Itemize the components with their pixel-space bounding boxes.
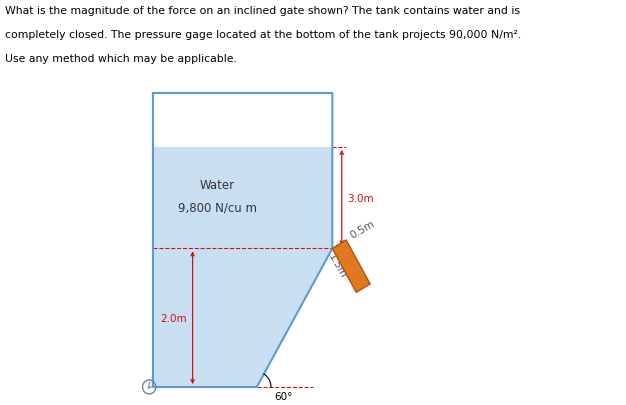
Text: 2.0m: 2.0m <box>160 313 187 323</box>
Text: 60°: 60° <box>274 391 292 401</box>
Polygon shape <box>332 241 370 293</box>
Text: 1.5m: 1.5m <box>326 252 348 280</box>
Text: Use any method which may be applicable.: Use any method which may be applicable. <box>5 54 237 64</box>
Text: Water: Water <box>200 179 235 192</box>
Text: completely closed. The pressure gage located at the bottom of the tank projects : completely closed. The pressure gage loc… <box>5 30 521 40</box>
Text: What is the magnitude of the force on an inclined gate shown? The tank contains : What is the magnitude of the force on an… <box>5 6 520 16</box>
Text: 9,800 N/cu m: 9,800 N/cu m <box>178 201 257 214</box>
Text: 0.5m: 0.5m <box>349 219 377 241</box>
Polygon shape <box>153 148 332 387</box>
Polygon shape <box>153 94 332 148</box>
Text: 3.0m: 3.0m <box>347 193 374 203</box>
